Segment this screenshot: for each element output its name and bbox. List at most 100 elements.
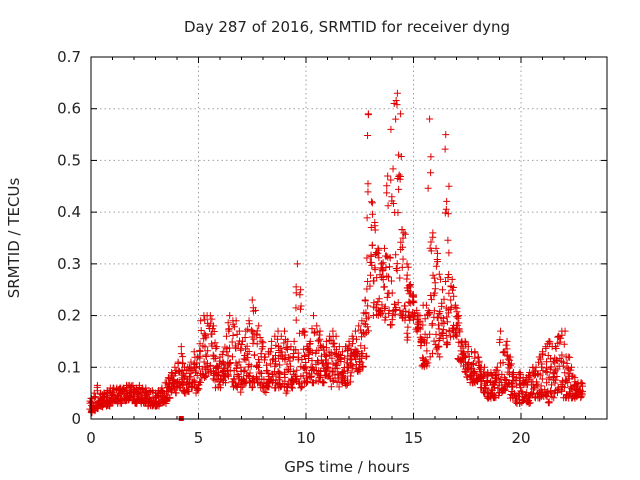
data-point (364, 188, 372, 196)
data-point (358, 354, 366, 362)
data-point (182, 386, 190, 394)
data-point (380, 283, 388, 291)
data-point (250, 351, 258, 359)
data-point (427, 247, 435, 255)
data-point (436, 308, 444, 316)
data-point (398, 226, 406, 234)
data-point (374, 244, 382, 252)
data-point (322, 337, 330, 345)
data-point (202, 351, 210, 359)
data-point (154, 400, 162, 408)
data-point (542, 391, 550, 399)
data-point (500, 348, 508, 356)
data-point (423, 347, 431, 355)
data-point (386, 263, 394, 271)
data-point (527, 389, 535, 397)
data-point (241, 366, 249, 374)
data-point (268, 337, 276, 345)
data-point (568, 363, 576, 371)
data-point (434, 350, 442, 358)
data-point (364, 110, 372, 118)
data-point (229, 332, 237, 340)
data-point (480, 371, 488, 379)
data-point (450, 324, 458, 332)
data-point (199, 342, 207, 350)
data-point (440, 295, 448, 303)
x-tick-label: 10 (296, 429, 315, 447)
data-point (287, 383, 295, 391)
data-point (179, 359, 187, 367)
data-point (395, 171, 403, 179)
data-point (371, 266, 379, 274)
data-point (308, 364, 316, 372)
data-point (447, 296, 455, 304)
data-point (363, 285, 371, 293)
data-point (427, 169, 435, 177)
data-point (394, 209, 402, 217)
data-point (222, 379, 230, 387)
data-point (431, 279, 439, 287)
data-point (250, 335, 258, 343)
data-point (363, 352, 371, 360)
data-point (209, 375, 217, 383)
data-point (380, 244, 388, 252)
data-point (399, 255, 407, 263)
data-point (310, 329, 318, 337)
data-point (503, 337, 511, 345)
data-point (253, 340, 261, 348)
data-point (254, 379, 262, 387)
data-point (363, 214, 371, 222)
data-point (293, 366, 301, 374)
data-point (455, 312, 463, 320)
data-point (506, 353, 514, 361)
data-point (396, 274, 404, 282)
data-point (448, 275, 456, 283)
data-point (357, 326, 365, 334)
data-point (547, 381, 555, 389)
data-point (312, 377, 320, 385)
data-point (202, 353, 210, 361)
data-point (460, 349, 468, 357)
data-point (248, 384, 256, 392)
data-point (387, 176, 395, 184)
data-point (280, 339, 288, 347)
data-point (385, 309, 393, 317)
data-point (297, 302, 305, 310)
data-point (316, 327, 324, 335)
data-point (224, 371, 232, 379)
data-point (277, 352, 285, 360)
data-point (329, 327, 337, 335)
data-point (426, 353, 434, 361)
data-point (403, 336, 411, 344)
data-point (292, 289, 300, 297)
data-point (415, 323, 423, 331)
data-point (313, 322, 321, 330)
data-point (435, 325, 443, 333)
data-point (230, 323, 238, 331)
data-point (220, 365, 228, 373)
data-point (494, 384, 502, 392)
data-point (413, 306, 421, 314)
data-point (506, 356, 514, 364)
data-point (174, 358, 182, 366)
data-point (232, 364, 240, 372)
data-point (300, 327, 308, 335)
chart-title: Day 287 of 2016, SRMTID for receiver dyn… (184, 18, 510, 36)
data-point (197, 327, 205, 335)
data-point (384, 172, 392, 180)
data-point (257, 384, 265, 392)
data-point (381, 303, 389, 311)
data-point (403, 260, 411, 268)
data-point (383, 189, 391, 197)
data-point (543, 379, 551, 387)
data-point (376, 307, 384, 315)
data-point (416, 312, 424, 320)
data-point (434, 258, 442, 266)
data-point (226, 312, 234, 320)
data-point (551, 379, 559, 387)
data-point (557, 334, 565, 342)
data-point (366, 258, 374, 266)
data-point (337, 378, 345, 386)
data-point (242, 327, 250, 335)
data-point (405, 282, 413, 290)
